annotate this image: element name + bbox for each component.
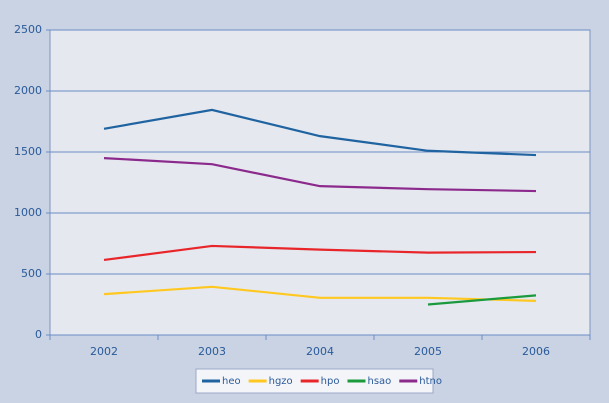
y-tick-label: 2500 <box>14 23 42 36</box>
line-series <box>103 285 537 302</box>
plot-area <box>49 29 591 336</box>
legend-label: hsao <box>367 376 391 387</box>
x-tick-label: 2004 <box>306 345 334 358</box>
x-tick-label: 2005 <box>414 345 442 358</box>
y-tick-label: 1500 <box>14 145 42 158</box>
line-series <box>103 157 537 193</box>
x-tick-label: 2006 <box>522 345 550 358</box>
y-tick-label: 500 <box>21 267 42 280</box>
y-tick-label: 1000 <box>14 206 42 219</box>
y-tick-label: 0 <box>35 328 42 341</box>
line-series <box>103 244 537 262</box>
legend-label: htno <box>419 376 442 387</box>
line-series <box>427 294 537 306</box>
legend-label: hpo <box>321 376 340 387</box>
legend-label: heo <box>222 376 241 387</box>
x-tick-label: 2003 <box>198 345 226 358</box>
line-series <box>103 108 537 157</box>
x-tick-label: 2002 <box>90 345 118 358</box>
y-tick-label: 2000 <box>14 84 42 97</box>
legend-label: hgzo <box>269 376 293 387</box>
